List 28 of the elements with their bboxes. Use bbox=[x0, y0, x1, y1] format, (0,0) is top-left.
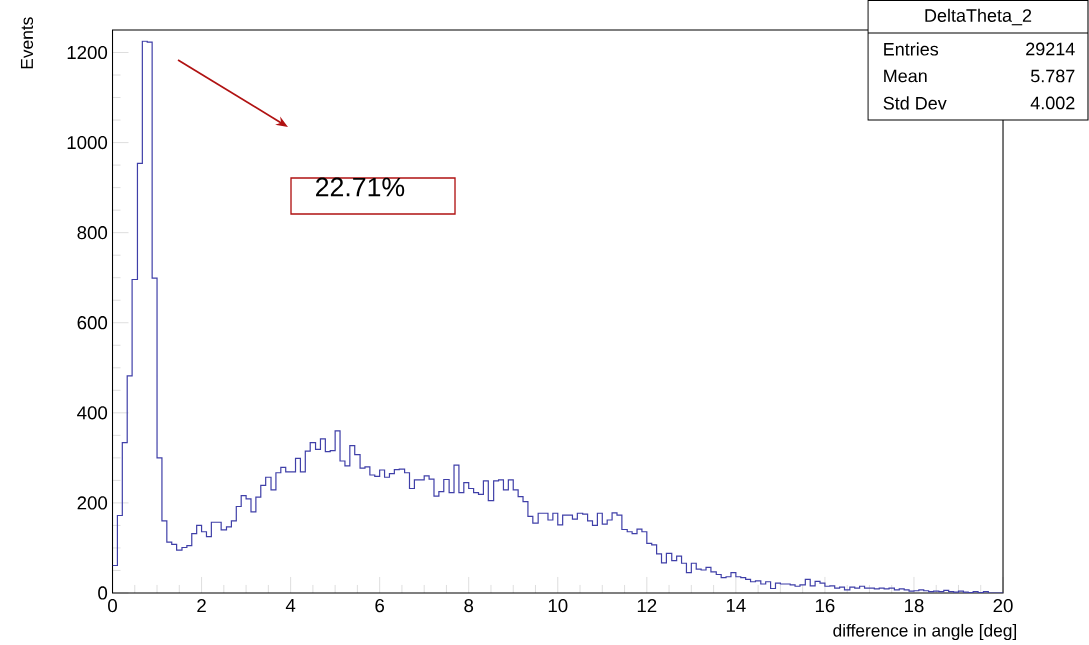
y-tick-label: 800 bbox=[77, 226, 108, 240]
x-axis-title: difference in angle [deg] bbox=[833, 623, 1017, 641]
y-tick-label: 0 bbox=[98, 586, 108, 600]
annotation: 22.71% bbox=[316, 177, 405, 197]
text: 4.002 bbox=[1030, 96, 1075, 110]
y-tick-label: 1000 bbox=[67, 135, 108, 150]
text: 29214 bbox=[1026, 42, 1075, 56]
x-tick-label: 18 bbox=[905, 599, 924, 613]
x-tick-label: 10 bbox=[548, 599, 568, 613]
y-axis-title: Events bbox=[20, 17, 34, 69]
x-tick-label: 8 bbox=[464, 599, 474, 613]
x-tick-label: 0 bbox=[108, 599, 117, 613]
x-tick-label: 12 bbox=[637, 599, 657, 613]
x-tick-label: 2 bbox=[197, 599, 206, 613]
y-tick-label: 200 bbox=[77, 496, 108, 510]
text: DeltaTheta_2 bbox=[925, 8, 1032, 26]
x-tick-label: 14 bbox=[726, 599, 746, 612]
y-tick-label: 600 bbox=[77, 316, 108, 330]
annotation: Mean bbox=[884, 69, 927, 83]
text: 5.787 bbox=[1030, 69, 1075, 83]
y-tick-label: 1200 bbox=[67, 45, 108, 60]
annotation: Std Dev bbox=[883, 96, 947, 110]
x-tick-label: 6 bbox=[375, 599, 385, 613]
y-tick-label: 400 bbox=[77, 406, 108, 420]
x-tick-label: 16 bbox=[815, 599, 835, 613]
x-tick-label: 4 bbox=[285, 599, 296, 612]
x-tick-label: 20 bbox=[993, 599, 1013, 613]
annotation: Entries bbox=[884, 42, 939, 56]
